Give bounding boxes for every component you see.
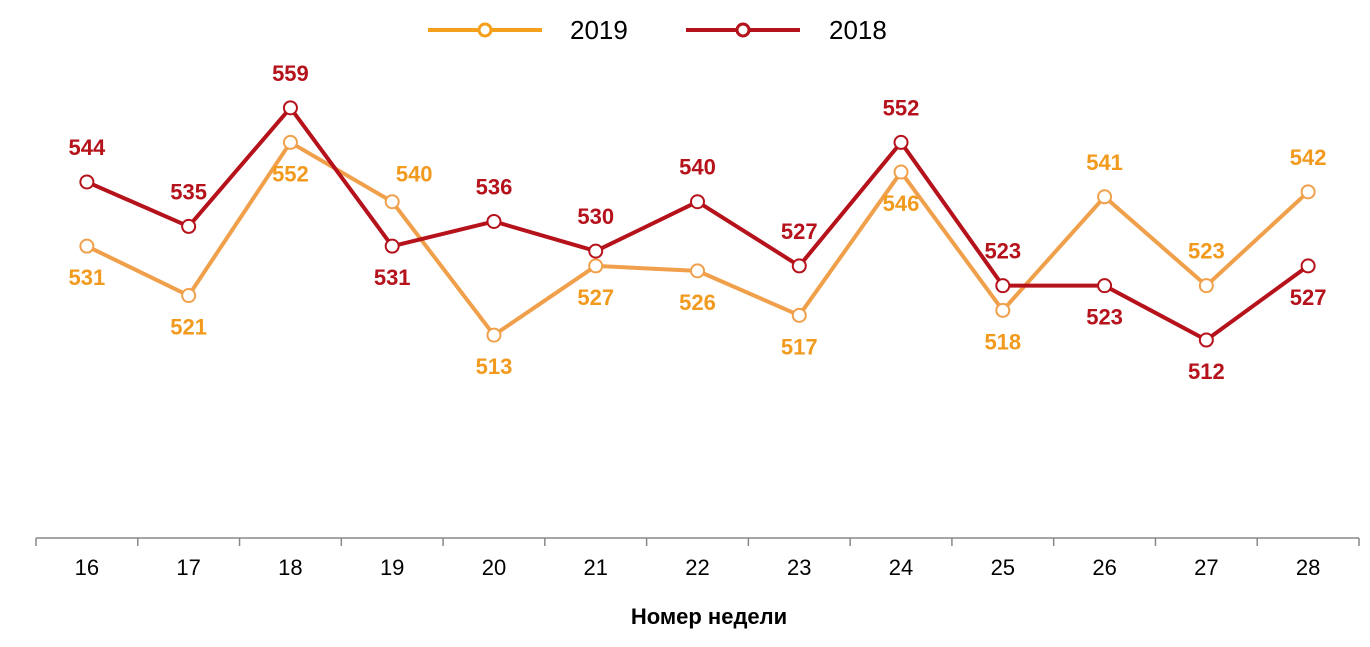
x-tick-label-22: 22 [685, 555, 709, 580]
x-tick-label-18: 18 [278, 555, 302, 580]
x-axis-title: Номер недели [631, 604, 787, 629]
x-tick-label-28: 28 [1296, 555, 1320, 580]
legend: 2019 2018 [428, 15, 887, 45]
data-label-2018-18: 559 [272, 61, 309, 86]
x-axis: 16 17 18 19 20 21 22 23 24 25 26 27 28 Номер недели [35, 537, 1360, 629]
data-label-2019-24: 546 [883, 191, 920, 216]
data-label-2019-20: 513 [476, 354, 513, 379]
data-label-2018-26: 523 [1086, 305, 1123, 330]
data-point-2018-18 [282, 100, 298, 116]
x-tick-label-27: 27 [1194, 555, 1218, 580]
data-label-2018-17: 535 [170, 179, 207, 204]
series-2019: 531 521 552 540 513 527 526 517 546 518 541 523 542 [69, 134, 1327, 379]
x-tick-label-20: 20 [482, 555, 506, 580]
data-point-2019-22 [690, 263, 705, 279]
data-label-2018-22: 540 [679, 155, 716, 180]
data-label-2018-28: 527 [1290, 285, 1327, 310]
legend-label-2019: 2019 [570, 15, 628, 45]
data-label-2019-23: 517 [781, 334, 818, 359]
data-point-2018-25 [995, 278, 1011, 294]
data-point-2019-19 [384, 194, 400, 210]
data-point-2018-24 [893, 134, 909, 150]
data-point-2019-27 [1198, 278, 1214, 294]
data-point-2018-17 [181, 218, 197, 234]
data-label-2019-16: 531 [69, 265, 106, 290]
data-label-2019-18: 552 [272, 161, 309, 186]
data-label-2018-27: 512 [1188, 359, 1225, 384]
data-point-2019-25 [995, 302, 1011, 318]
x-tick-label-16: 16 [75, 555, 99, 580]
data-label-2018-16: 544 [69, 135, 106, 160]
data-label-2019-19: 540 [396, 162, 433, 187]
x-tick-label-24: 24 [889, 555, 913, 580]
data-label-2019-26: 541 [1086, 150, 1123, 175]
x-tick-label-26: 26 [1092, 555, 1116, 580]
data-label-2019-27: 523 [1188, 239, 1225, 264]
data-label-2018-25: 523 [984, 239, 1021, 264]
data-point-2018-26 [1097, 278, 1113, 294]
data-label-2019-22: 526 [679, 290, 716, 315]
data-label-2018-24: 552 [883, 95, 920, 120]
data-point-2019-20 [486, 327, 502, 343]
data-label-2019-21: 527 [577, 285, 614, 310]
data-point-2019-26 [1097, 189, 1113, 205]
data-point-2018-21 [588, 243, 604, 259]
data-point-2018-28 [1300, 258, 1316, 274]
legend-marker-2019 [477, 22, 493, 38]
series-2018: 544 535 559 531 536 530 540 527 552 523 523 512 527 [69, 61, 1327, 384]
data-point-2018-23 [791, 258, 807, 274]
data-point-2019-16 [79, 238, 95, 254]
data-label-2019-17: 521 [170, 315, 207, 340]
data-label-2018-21: 530 [577, 204, 614, 229]
x-tick-label-23: 23 [787, 555, 811, 580]
x-tick-label-17: 17 [176, 555, 200, 580]
x-tick-label-19: 19 [380, 555, 404, 580]
data-point-2018-22 [690, 194, 705, 210]
data-point-2019-23 [791, 307, 807, 323]
legend-marker-2018 [735, 22, 751, 38]
data-label-2018-20: 536 [476, 174, 513, 199]
data-point-2018-27 [1198, 332, 1214, 348]
data-label-2018-19: 531 [374, 265, 411, 290]
data-point-2019-17 [181, 288, 197, 304]
data-point-2018-16 [79, 174, 95, 190]
data-point-2019-18 [282, 134, 298, 150]
x-tick-label-25: 25 [991, 555, 1015, 580]
data-label-2018-23: 527 [781, 219, 818, 244]
data-point-2018-20 [486, 213, 502, 229]
data-point-2019-24 [893, 164, 909, 180]
data-point-2019-21 [588, 258, 604, 274]
data-point-2018-19 [384, 238, 400, 254]
x-tick-label-21: 21 [583, 555, 607, 580]
data-label-2019-25: 518 [984, 329, 1021, 354]
data-label-2019-28: 542 [1290, 145, 1327, 170]
data-point-2019-28 [1300, 184, 1316, 200]
legend-label-2018: 2018 [829, 15, 887, 45]
